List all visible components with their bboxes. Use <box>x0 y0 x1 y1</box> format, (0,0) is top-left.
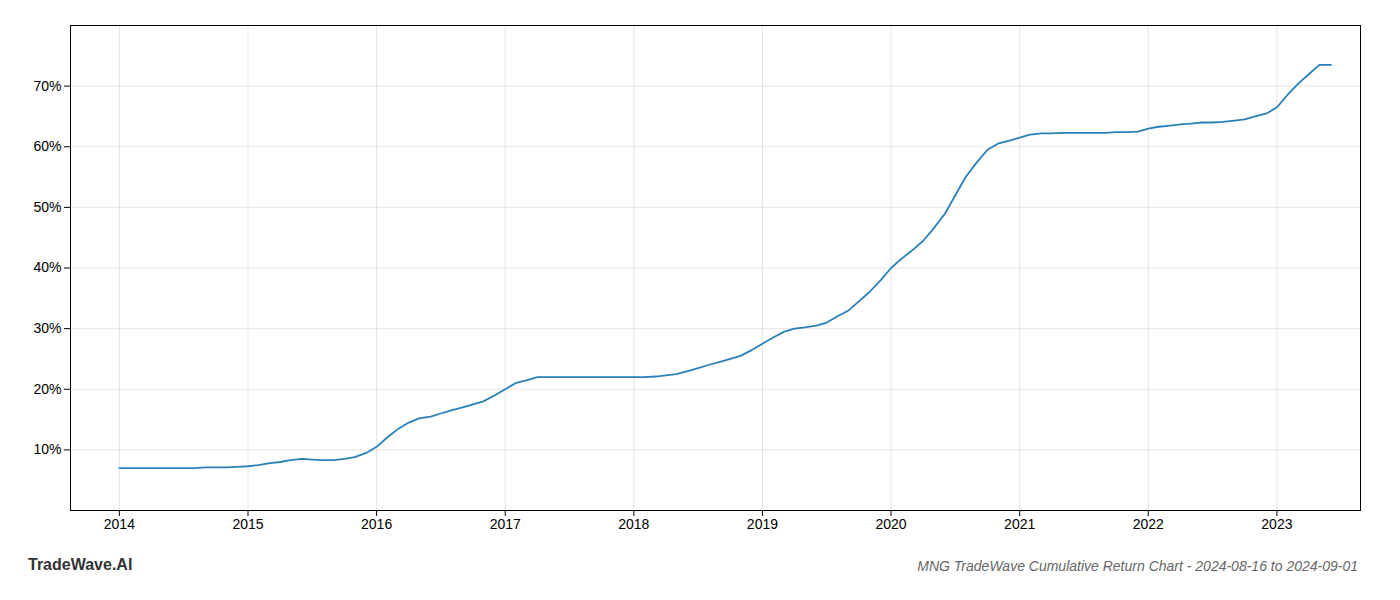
svg-text:2018: 2018 <box>618 516 649 532</box>
svg-text:2015: 2015 <box>232 516 263 532</box>
svg-text:60%: 60% <box>33 138 61 154</box>
html-text:MNG TradeWave Cumulative Retur: MNG TradeWave Cumulative Return Chart - … <box>917 558 1358 574</box>
svg-text:2023: 2023 <box>1261 516 1292 532</box>
svg-text:2019: 2019 <box>747 516 778 532</box>
svg-text:20%: 20% <box>33 381 61 397</box>
svg-text:2022: 2022 <box>1133 516 1164 532</box>
svg-text:2020: 2020 <box>875 516 906 532</box>
svg-text:50%: 50% <box>33 199 61 215</box>
svg-text:2021: 2021 <box>1004 516 1035 532</box>
svg-text:2017: 2017 <box>490 516 521 532</box>
svg-text:40%: 40% <box>33 259 61 275</box>
svg-text:10%: 10% <box>33 441 61 457</box>
html-text:TradeWave.AI: TradeWave.AI <box>28 556 133 573</box>
svg-text:70%: 70% <box>33 78 61 94</box>
svg-text:2016: 2016 <box>361 516 392 532</box>
svg-text:30%: 30% <box>33 320 61 336</box>
svg-text:2014: 2014 <box>104 516 135 532</box>
